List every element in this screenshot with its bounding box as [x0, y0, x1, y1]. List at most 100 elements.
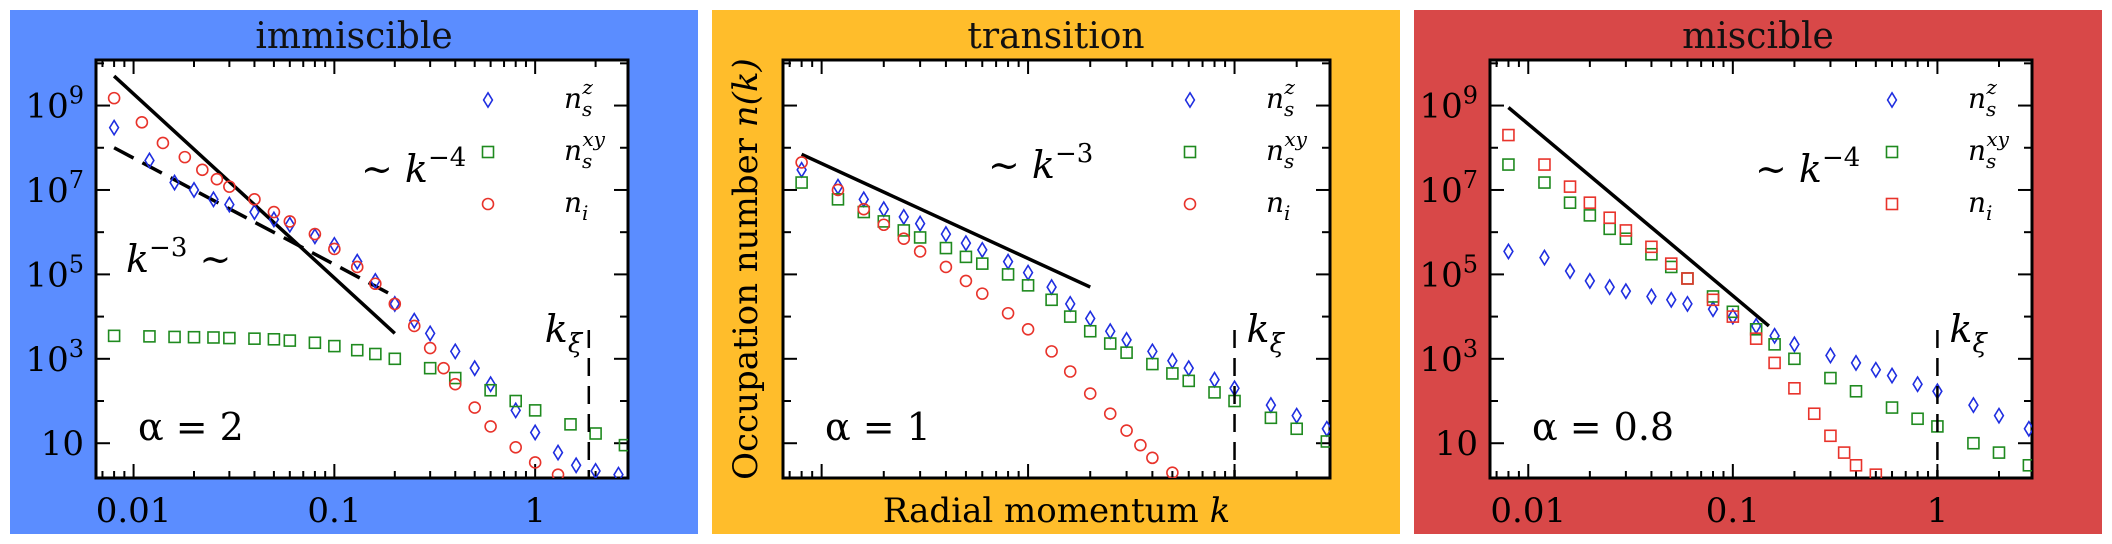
data-point	[1620, 282, 1632, 300]
data-point	[564, 418, 577, 431]
legend-label: nsxy	[1968, 127, 2010, 173]
data-point	[1264, 411, 1278, 425]
data-point	[1992, 446, 2006, 459]
data-point	[210, 172, 224, 186]
data-point	[1788, 382, 1801, 395]
data-point	[1645, 247, 1658, 261]
data-point	[388, 352, 402, 366]
legend-marker	[1885, 145, 1899, 159]
data-point	[144, 151, 155, 170]
panel-immiscible: immiscible 0.01 0.1 1 10 103 105 107 109 ∼ k−4 k−3…	[10, 10, 698, 534]
series-n_i	[107, 91, 565, 478]
alpha-label: α = 2	[138, 405, 244, 449]
data-point	[350, 260, 364, 274]
data-point	[1768, 356, 1781, 370]
data-point	[552, 443, 564, 462]
x-axis-label: Radial momentum k	[883, 491, 1230, 531]
plot-area	[1488, 58, 2034, 480]
data-point	[485, 375, 496, 393]
data-point	[1182, 374, 1196, 388]
data-point	[468, 401, 482, 414]
data-point	[1604, 278, 1616, 296]
data-point	[795, 156, 808, 169]
legend-label: ni	[1968, 186, 1992, 225]
data-layer	[107, 74, 628, 478]
data-point	[1807, 407, 1821, 421]
data-point	[1103, 407, 1117, 421]
data-point	[551, 468, 565, 478]
data-point	[509, 441, 522, 454]
data-point	[424, 324, 436, 343]
guide-line-solid	[800, 152, 1091, 289]
data-point	[469, 359, 481, 377]
axis-ticks	[1490, 60, 2032, 478]
data-point	[1681, 272, 1694, 285]
data-point	[1539, 248, 1550, 267]
data-point	[1619, 232, 1633, 246]
data-point	[437, 361, 450, 375]
data-point	[329, 236, 340, 254]
data-point	[108, 118, 120, 137]
data-layer	[795, 152, 1330, 478]
guide-line-dashed	[113, 146, 396, 299]
data-point	[1583, 209, 1597, 222]
legend-label: ni	[564, 186, 588, 225]
data-point	[1502, 128, 1515, 142]
panel-miscible: miscible 0.01 0.1 1 10 103 105 107 109 ∼ k−4 α = 0…	[1414, 10, 2102, 534]
series-n_i	[795, 156, 1179, 478]
y-tick-label: 109	[1419, 82, 1478, 127]
data-point	[423, 341, 437, 355]
data-point	[831, 183, 845, 197]
data-point	[187, 330, 201, 344]
data-point	[1146, 451, 1159, 465]
data-point	[1045, 293, 1058, 307]
data-point	[484, 383, 497, 397]
data-point	[1503, 242, 1514, 261]
panel-title: miscible	[1682, 16, 1834, 57]
data-point	[618, 438, 628, 452]
x-tick-label: 0.01	[96, 491, 172, 531]
data-point	[1166, 367, 1179, 380]
data-point	[1849, 384, 1863, 398]
data-point	[1134, 438, 1147, 452]
data-point	[1911, 412, 1924, 426]
data-point	[1768, 338, 1781, 351]
legend-marker	[1184, 91, 1196, 109]
x-tick-label: 0.01	[1490, 491, 1566, 531]
legend-label: nsxy	[564, 127, 606, 173]
data-point	[795, 176, 808, 189]
data-point	[1538, 158, 1551, 171]
data-point	[1646, 287, 1657, 306]
data-point	[308, 336, 322, 350]
data-point	[1912, 375, 1923, 393]
data-point	[1103, 337, 1117, 350]
data-point	[248, 332, 261, 345]
data-point	[613, 465, 624, 478]
axis-ticks	[96, 60, 628, 478]
data-point	[283, 334, 297, 347]
data-point	[2023, 420, 2032, 438]
guide-line-solid	[1507, 106, 1770, 328]
data-point	[1769, 327, 1780, 345]
data-point	[914, 214, 926, 233]
y-tick-label: 103	[25, 335, 84, 380]
data-point	[1706, 293, 1720, 307]
data-point	[224, 195, 235, 214]
data-point	[1083, 387, 1097, 400]
data-point	[1166, 466, 1179, 478]
data-point	[328, 242, 341, 256]
data-point	[1001, 306, 1015, 320]
y-tick-label: 105	[25, 250, 84, 295]
data-point	[1837, 446, 1851, 459]
data-point	[196, 163, 209, 177]
alpha-label: α = 0.8	[1532, 405, 1674, 449]
series-n_s^xy	[795, 176, 1330, 448]
data-point	[1789, 335, 1800, 354]
data-point	[168, 330, 181, 344]
data-point	[369, 347, 382, 361]
guide-label: ∼ k−3	[988, 139, 1093, 187]
plot-area	[781, 58, 1332, 480]
data-point	[960, 234, 972, 252]
data-point	[975, 287, 989, 300]
data-point	[107, 329, 121, 343]
